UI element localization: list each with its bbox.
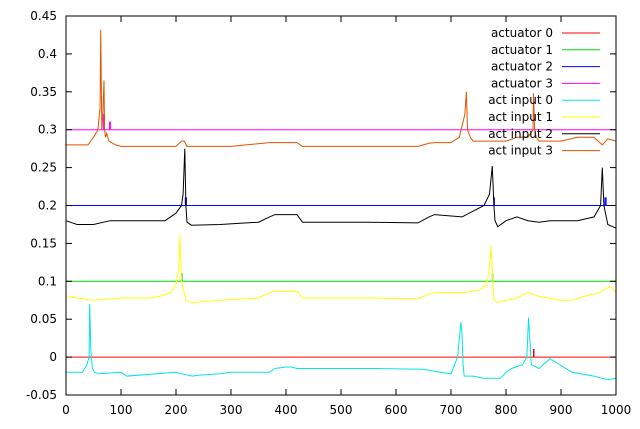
x-tick-label: 300 — [220, 403, 243, 417]
x-tick-label: 900 — [550, 403, 573, 417]
series-layer — [65, 29, 617, 381]
series-line-act-input-3 — [66, 29, 617, 147]
x-tick-label: 400 — [275, 403, 298, 417]
y-tick-label: 0.4 — [38, 47, 57, 61]
y-tick-label: 0.35 — [30, 85, 57, 99]
y-tick-label: 0 — [49, 350, 57, 364]
series-line-actuator-0 — [66, 349, 616, 358]
legend-label-act-input-1: act input 1 — [488, 110, 553, 124]
series-line-act-input-1 — [65, 235, 617, 304]
x-tick-label: 600 — [385, 403, 408, 417]
x-tick-label: 200 — [165, 403, 188, 417]
y-tick-label: -0.05 — [26, 388, 57, 402]
y-tick-label: 0.05 — [30, 312, 57, 326]
x-tick-label: 500 — [330, 403, 353, 417]
legend-label-actuator-2: actuator 2 — [491, 60, 553, 74]
x-tick-label: 1000 — [601, 403, 632, 417]
y-tick-label: 0.25 — [30, 161, 57, 175]
legend: actuator 0 actuator 1 actuator 2 actuator 3… — [488, 26, 600, 158]
series-line-actuator-2 — [66, 197, 616, 206]
legend-label-act-input-0: act input 0 — [488, 93, 553, 107]
x-tick-label: 700 — [440, 403, 463, 417]
series-line-act-input-2 — [65, 148, 617, 229]
series-line-act-input-0 — [66, 303, 617, 381]
legend-label-act-input-3: act input 3 — [488, 144, 553, 158]
x-tick-label: 0 — [62, 403, 70, 417]
y-tick-label: 0.15 — [30, 236, 57, 250]
y-tick-label: 0.1 — [38, 274, 57, 288]
legend-label-act-input-2: act input 2 — [488, 127, 553, 141]
y-tick-label: 0.2 — [38, 199, 57, 213]
legend-label-actuator-3: actuator 3 — [491, 76, 553, 90]
series-line-actuator-1 — [66, 273, 616, 282]
legend-label-actuator-1: actuator 1 — [491, 43, 553, 57]
legend-label-actuator-0: actuator 0 — [491, 26, 553, 40]
x-tick-label: 800 — [495, 403, 518, 417]
x-tick-label: 100 — [110, 403, 133, 417]
series-line-actuator-3 — [66, 114, 616, 131]
y-tick-label: 0.3 — [38, 123, 57, 137]
y-tick-label: 0.45 — [30, 9, 57, 23]
ticks-layer: 0 100 200 300 400 500 600 700 800 900 1000 -0.05 0 0.… — [26, 9, 631, 417]
